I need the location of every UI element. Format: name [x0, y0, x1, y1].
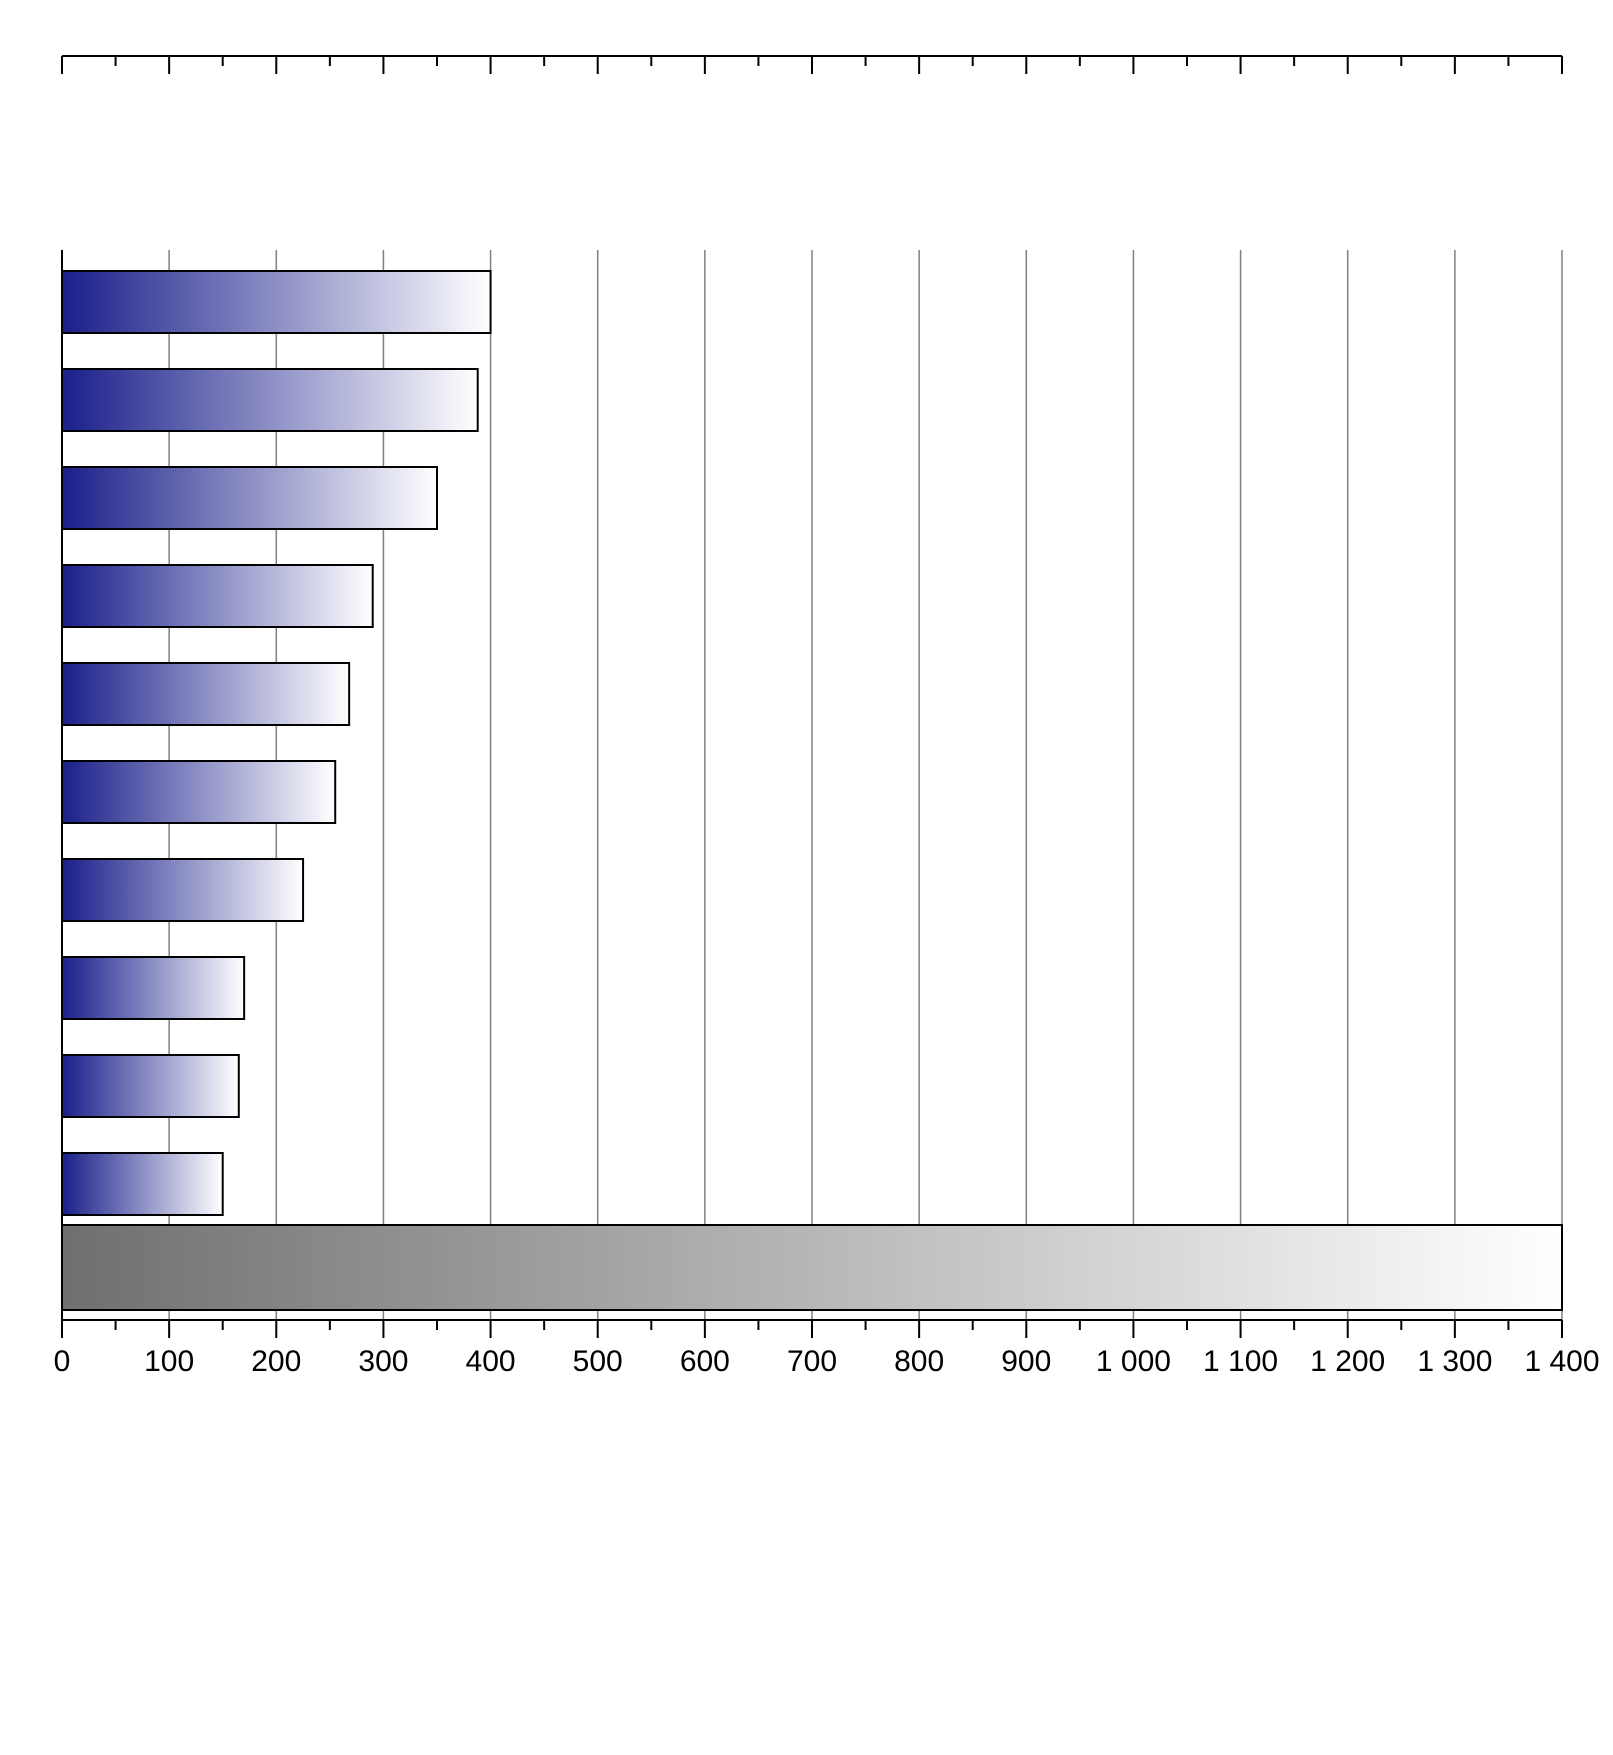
bar [62, 271, 491, 333]
x-tick-label: 200 [251, 1345, 301, 1378]
x-tick-label: 1 000 [1096, 1345, 1171, 1378]
x-tick-label: 0 [54, 1345, 71, 1378]
bar [62, 663, 349, 725]
x-tick-label: 1 400 [1524, 1345, 1599, 1378]
x-tick-label: 900 [1001, 1345, 1051, 1378]
bar [62, 1153, 223, 1215]
bar [62, 467, 437, 529]
x-tick-label: 400 [466, 1345, 516, 1378]
bar-other [62, 1225, 1562, 1310]
x-tick-label: 500 [573, 1345, 623, 1378]
x-tick-label: 100 [144, 1345, 194, 1378]
bar-chart: 0 100 200 300 400 500 600 700 800 900 1 000 1 100 1 … [0, 0, 1613, 1755]
x-tick-label: 600 [680, 1345, 730, 1378]
x-tick-label: 1 300 [1417, 1345, 1492, 1378]
x-tick-label: 1 100 [1203, 1345, 1278, 1378]
x-tick-label: 1 200 [1310, 1345, 1385, 1378]
bar [62, 859, 303, 921]
x-tick-label: 800 [894, 1345, 944, 1378]
bar [62, 957, 244, 1019]
bar [62, 369, 478, 431]
x-tick-label: 700 [787, 1345, 837, 1378]
bar [62, 761, 335, 823]
chart-svg: 0 100 200 300 400 500 600 700 800 900 1 000 1 100 1 … [0, 0, 1613, 1755]
bar [62, 565, 373, 627]
bar [62, 1055, 239, 1117]
x-tick-label: 300 [358, 1345, 408, 1378]
